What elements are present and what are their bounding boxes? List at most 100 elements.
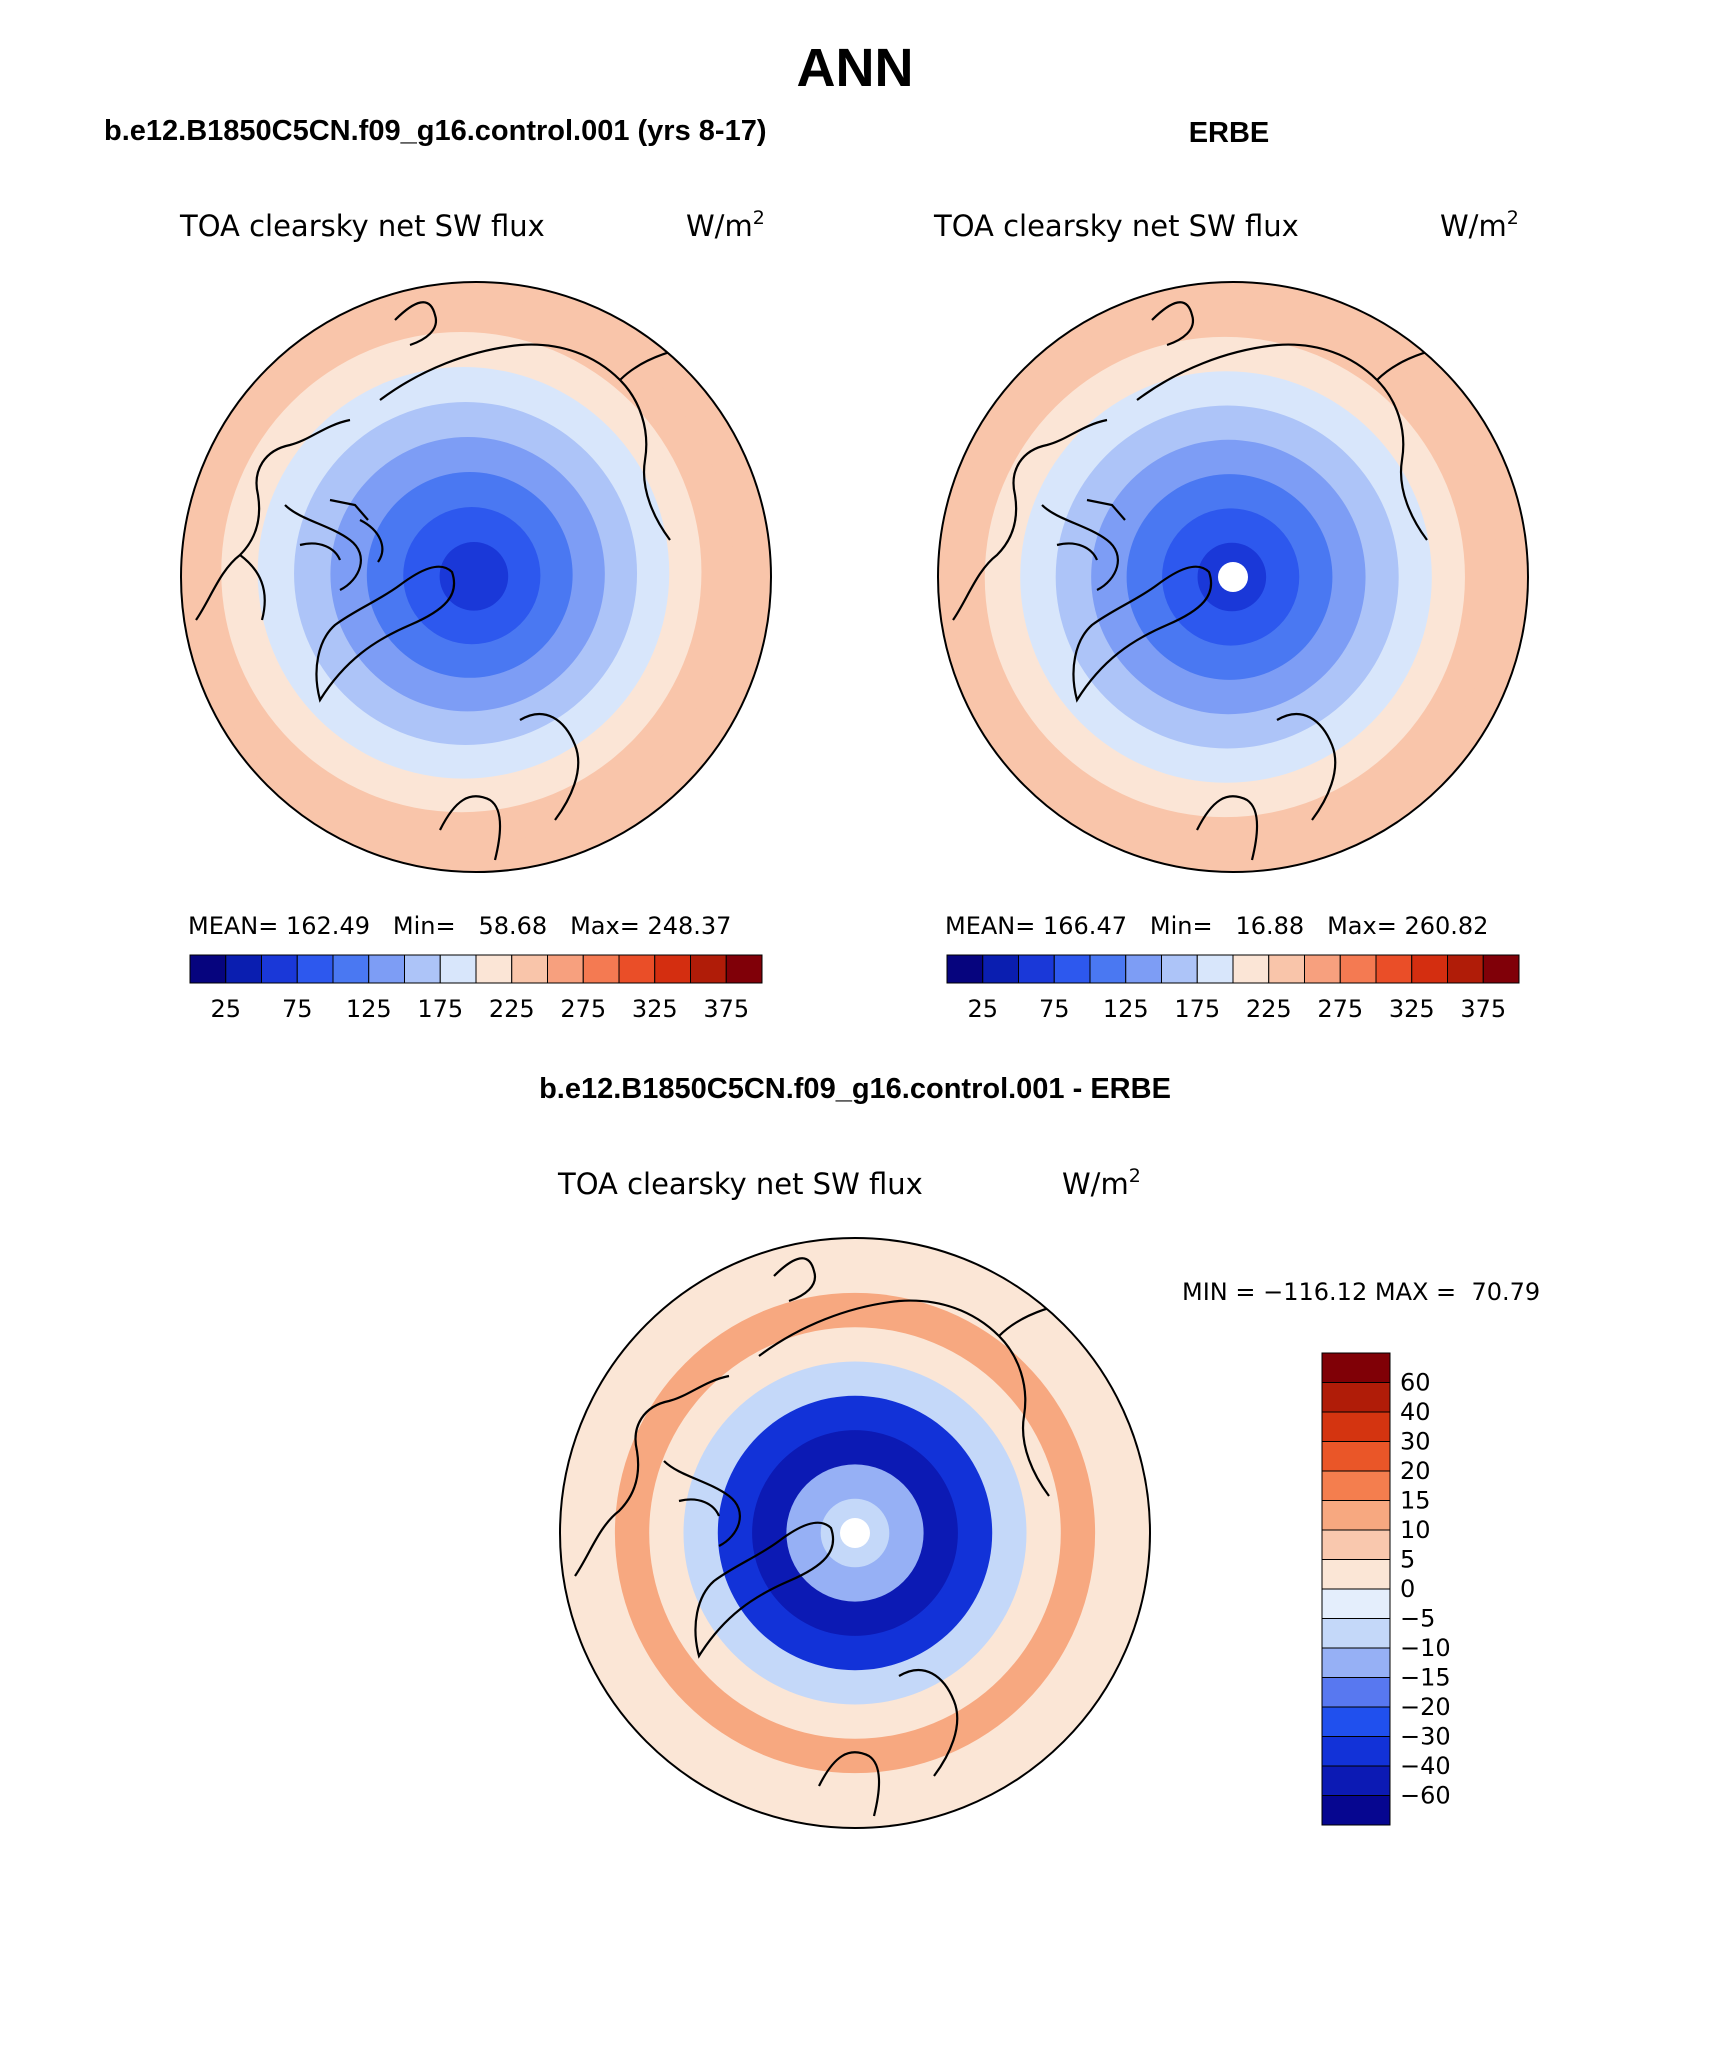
colorbar-box [368, 954, 405, 984]
panel-diff-variable: TOA clearsky net SW flux [557, 1167, 923, 1201]
colorbar-box [189, 954, 227, 984]
colorbar-box [1125, 954, 1162, 984]
coastline-greenland [1072, 565, 1213, 703]
colorbar-box [225, 954, 262, 984]
colorbar-tick-label: 325 [632, 995, 678, 1023]
panel-diff-pole-hole [840, 1518, 870, 1548]
colorbar-box [1339, 954, 1377, 984]
panel-erbe-units: W/m2 [1440, 207, 1519, 243]
panel-model-stats: MEAN= 162.49 Min= 58.68 Max= 248.37 [188, 912, 731, 940]
colorbar-box [1089, 954, 1127, 984]
colorbar-box [1321, 1500, 1391, 1531]
colorbar-box [618, 954, 656, 984]
panel-erbe-colorbar-labels: 25 75 125 175 225 275 325 375 [967, 995, 1506, 1023]
colorbar-box [1018, 954, 1055, 984]
colorbar-box [404, 954, 441, 984]
colorbar-tick-label: 25 [210, 995, 241, 1023]
colorbar-box [1321, 1677, 1391, 1708]
colorbar-box [1196, 954, 1234, 984]
colorbar-tick-label: 175 [1174, 995, 1220, 1023]
coastline-alaska [773, 1257, 817, 1303]
colorbar-tick-label: −40 [1400, 1752, 1451, 1780]
colorbar-box [1321, 1529, 1391, 1560]
colorbar-box [982, 954, 1019, 984]
colorbar-tick-label: 125 [346, 995, 392, 1023]
panel-model-title: b.e12.B1850C5CN.f09_g16.control.001 (yrs… [104, 115, 766, 147]
colorbar-box [1161, 954, 1198, 984]
colorbar-tick-label: −30 [1400, 1723, 1451, 1751]
colorbar-box [1321, 1559, 1391, 1590]
colorbar-tick-label: 75 [282, 995, 313, 1023]
coastline-north-america [952, 418, 1108, 621]
figure-title: ANN [797, 38, 914, 98]
colorbar-box [1232, 954, 1270, 984]
colorbar-box [1321, 1795, 1391, 1826]
coastline-greenland [694, 1521, 835, 1659]
colorbar-box [1321, 1618, 1391, 1649]
colorbar-box [1321, 1352, 1391, 1383]
colorbar-box [1411, 954, 1448, 984]
colorbar-tick-label: −15 [1400, 1664, 1451, 1692]
colorbar-tick-label: 20 [1400, 1457, 1431, 1485]
colorbar-box [1321, 1411, 1391, 1442]
panel-erbe-colorbar [946, 954, 1520, 984]
colorbar-box [261, 954, 298, 984]
colorbar-box [1321, 1647, 1391, 1678]
colorbar-box [439, 954, 477, 984]
coastline-greenland [315, 565, 456, 703]
colorbar-tick-label: 60 [1400, 1369, 1431, 1397]
colorbar-tick-label: 10 [1400, 1516, 1431, 1544]
colorbar-box [1321, 1470, 1391, 1501]
colorbar-tick-label: 275 [1317, 995, 1363, 1023]
panel-erbe-variable: TOA clearsky net SW flux [933, 209, 1299, 243]
colorbar-box [296, 954, 334, 984]
colorbar-box [1304, 954, 1341, 984]
colorbar-tick-label: 225 [489, 995, 535, 1023]
panel-diff: b.e12.B1850C5CN.f09_g16.control.001 - ER… [539, 1073, 1540, 1829]
panel-model-map-border [180, 281, 772, 873]
panel-model-coastlines [195, 301, 701, 861]
colorbar-box [332, 954, 370, 984]
panel-model-colorbar-labels: 25 75 125 175 225 275 325 375 [210, 995, 749, 1023]
colorbar-tick-label: 25 [967, 995, 998, 1023]
coastline-canadian-archipelago [284, 498, 384, 591]
colorbar-tick-label: 225 [1246, 995, 1292, 1023]
colorbar-box [547, 954, 584, 984]
colorbar-box [1268, 954, 1305, 984]
colorbar-box [1321, 1736, 1391, 1767]
colorbar-box [582, 954, 620, 984]
panel-diff-stats: MIN = −116.12 MAX = 70.79 [1182, 1278, 1540, 1306]
colorbar-tick-label: 175 [417, 995, 463, 1023]
panel-diff-colorbar [1321, 1352, 1391, 1826]
colorbar-box [1482, 954, 1520, 984]
panel-model-variable: TOA clearsky net SW flux [179, 209, 545, 243]
panel-erbe-map-border [937, 281, 1529, 873]
colorbar-tick-label: −10 [1400, 1634, 1451, 1662]
panel-model: b.e12.B1850C5CN.f09_g16.control.001 (yrs… [104, 115, 772, 1023]
colorbar-tick-label: 375 [1460, 995, 1506, 1023]
panel-model-colorbar [189, 954, 763, 984]
panel-erbe-stats: MEAN= 166.47 Min= 16.88 Max= 260.82 [945, 912, 1488, 940]
colorbar-tick-label: 0 [1400, 1575, 1415, 1603]
colorbar-tick-label: 40 [1400, 1398, 1431, 1426]
panel-erbe-pole-hole [1218, 562, 1248, 592]
colorbar-box [1375, 954, 1413, 984]
coastline-canadian-archipelago [1041, 498, 1126, 591]
panel-erbe-map [938, 282, 1528, 872]
colorbar-box [1321, 1706, 1391, 1737]
panel-diff-coastlines [574, 1257, 1080, 1817]
panel-model-map [181, 282, 771, 872]
colorbar-box [1447, 954, 1484, 984]
colorbar-box [725, 954, 763, 984]
panel-diff-map [560, 1238, 1150, 1828]
panel-diff-map-border [559, 1237, 1151, 1829]
coastline-europe [439, 712, 580, 861]
colorbar-tick-label: 15 [1400, 1487, 1431, 1515]
colorbar-box [1321, 1765, 1391, 1796]
coastline-alaska [394, 301, 438, 347]
coastline-europe [1196, 712, 1337, 861]
colorbar-tick-label: −20 [1400, 1693, 1451, 1721]
colorbar-tick-label: 5 [1400, 1546, 1415, 1574]
